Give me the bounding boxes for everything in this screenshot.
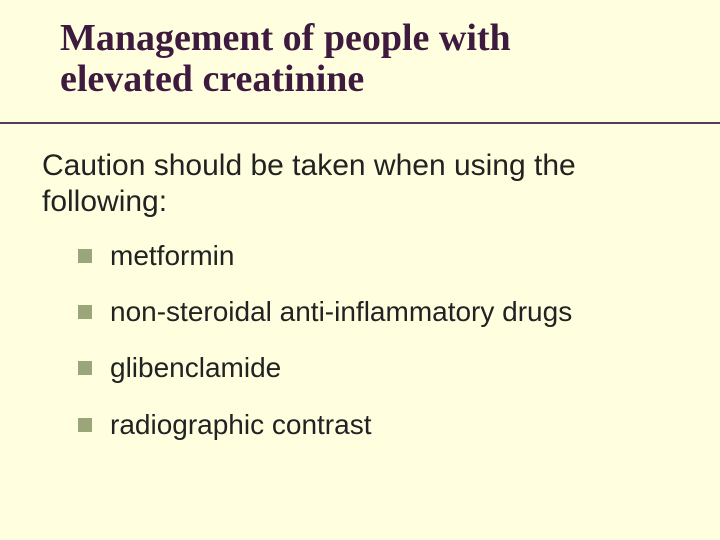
slide-title-block: Management of people with elevated creat… bbox=[60, 18, 640, 100]
bullet-list: metformin non-steroidal anti-inflammator… bbox=[78, 240, 658, 465]
title-underline bbox=[0, 122, 720, 124]
square-bullet-icon bbox=[78, 361, 92, 375]
slide-title-line1: Management of people with bbox=[60, 18, 640, 59]
square-bullet-icon bbox=[78, 418, 92, 432]
square-bullet-icon bbox=[78, 249, 92, 263]
list-item: non-steroidal anti-inflammatory drugs bbox=[78, 296, 658, 328]
list-item-text: non-steroidal anti-inflammatory drugs bbox=[110, 296, 572, 328]
slide-subtitle: Caution should be taken when using the f… bbox=[42, 148, 662, 220]
square-bullet-icon bbox=[78, 305, 92, 319]
list-item-text: metformin bbox=[110, 240, 234, 272]
list-item-text: radiographic contrast bbox=[110, 409, 371, 441]
list-item: glibenclamide bbox=[78, 352, 658, 384]
list-item-text: glibenclamide bbox=[110, 352, 281, 384]
list-item: radiographic contrast bbox=[78, 409, 658, 441]
slide-title-line2: elevated creatinine bbox=[60, 59, 640, 100]
list-item: metformin bbox=[78, 240, 658, 272]
